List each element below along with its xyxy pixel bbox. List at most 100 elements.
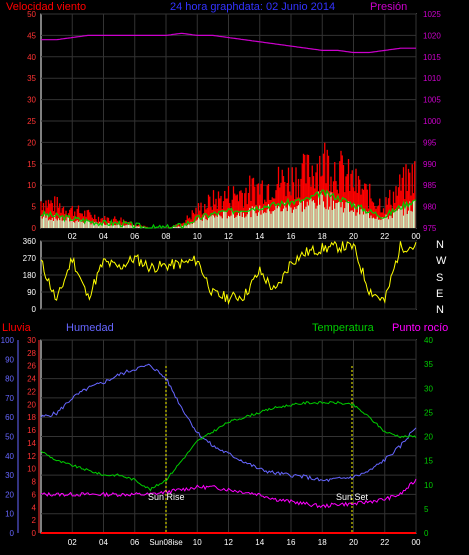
panel1-right-tick: 1005 — [423, 96, 441, 105]
panel3-rain-tick: 16 — [27, 426, 36, 435]
panel1-right-tick: 1020 — [423, 31, 441, 40]
panel1-right-tick: 985 — [423, 181, 437, 190]
panel3-x-tick: 22 — [380, 538, 389, 547]
panel3-x-tick: 18 — [318, 538, 327, 547]
panel2-left-tick: 180 — [23, 271, 37, 280]
panel3-temp-tick: 15 — [424, 457, 433, 466]
panel1-x-tick: 10 — [193, 232, 202, 241]
dewpoint-label: Punto rocío — [392, 322, 448, 334]
panel1-left-tick: 5 — [32, 203, 37, 212]
panel1-right-tick: 1000 — [423, 117, 441, 126]
panel1-right-tick: 990 — [423, 160, 437, 169]
panel2-left-tick: 0 — [32, 305, 37, 314]
panel1-left-tick: 45 — [27, 31, 36, 40]
panel3-humidity-tick: 30 — [5, 471, 14, 480]
panel3-rain-tick: 22 — [27, 387, 36, 396]
panel3-rain-tick: 4 — [32, 503, 37, 512]
compass-n-bottom: N — [436, 304, 444, 316]
panel1-grid — [41, 13, 417, 229]
panel1-left-tick: 40 — [27, 53, 36, 62]
sunrise-label: Sun Rise — [148, 492, 185, 502]
panel3-rain-tick: 24 — [27, 375, 36, 384]
temperature-line — [40, 400, 417, 492]
panel1-left-tick: 30 — [27, 96, 36, 105]
panel3-humidity-tick: 90 — [5, 355, 14, 364]
panel3-humidity-tick: 0 — [10, 529, 15, 538]
panel3-x-tick: 02 — [68, 538, 77, 547]
panel1-marks — [40, 32, 417, 230]
panel2-grid — [41, 240, 417, 310]
panel3-rain-tick: 8 — [32, 478, 37, 487]
compass-e: E — [436, 288, 443, 300]
panel2-marks — [40, 240, 417, 306]
pressure-line — [41, 32, 416, 54]
panel1-x-tick: 16 — [287, 232, 296, 241]
panel1-right-tick: 980 — [423, 203, 437, 212]
panel3-rain-tick: 18 — [27, 413, 36, 422]
panel1-left-tick: 25 — [27, 117, 36, 126]
panel3-x-tick: 14 — [255, 538, 264, 547]
compass-w: W — [436, 255, 447, 267]
panel1-x-tick: 20 — [349, 232, 358, 241]
temperature-label: Temperatura — [312, 322, 375, 334]
panel3-rain-tick: 14 — [27, 439, 36, 448]
panel1-x-tick: 14 — [255, 232, 264, 241]
panel1-x-tick: 00 — [412, 232, 421, 241]
panel1-right-tick: 1010 — [423, 74, 441, 83]
panel3-rain-tick: 20 — [27, 400, 36, 409]
panel3-rain-tick: 0 — [32, 529, 37, 538]
panel3-humidity-tick: 40 — [5, 452, 14, 461]
panel3-rain-tick: 2 — [32, 516, 37, 525]
panel2-left-tick: 270 — [23, 254, 37, 263]
sunset-label: Sun Set — [336, 492, 369, 502]
panel3-humidity-tick: 50 — [5, 433, 14, 442]
panel2-left-tick: 360 — [23, 237, 37, 246]
panel1-right-tick: 995 — [423, 138, 437, 147]
panel3-rain-tick: 6 — [32, 490, 37, 499]
panel3-humidity-tick: 20 — [5, 490, 14, 499]
panel3-temp-tick: 5 — [424, 505, 429, 514]
panel3-rain-tick: 12 — [27, 452, 36, 461]
rain-label: Lluvia — [2, 322, 32, 334]
compass-n-top: N — [436, 239, 444, 251]
panel1-x-tick: 12 — [224, 232, 233, 241]
humidity-label: Humedad — [66, 322, 114, 334]
panel1-left-tick: 20 — [27, 138, 36, 147]
wind-direction-line — [40, 240, 417, 306]
panel1-left-tick: 15 — [27, 160, 36, 169]
wind-average-line — [40, 189, 417, 230]
panel3-x-tick: 20 — [349, 538, 358, 547]
panel1-right-tick: 975 — [423, 224, 437, 233]
panel3-x-tick: 06 — [130, 538, 139, 547]
panel1-right-tick: 1015 — [423, 53, 441, 62]
pressure-label: Presión — [370, 1, 407, 13]
panel3-humidity-tick: 100 — [1, 336, 15, 345]
panel3-rain-tick: 30 — [27, 336, 36, 345]
panel3-x-tick: 04 — [99, 538, 108, 547]
panel3-x-tick: Sun08ise — [149, 538, 183, 547]
panel3-temp-tick: 30 — [424, 384, 433, 393]
panel3-temp-tick: 35 — [424, 360, 433, 369]
panel3-rain-tick: 10 — [27, 465, 36, 474]
panel1-left-tick: 0 — [32, 224, 37, 233]
humidity-line — [40, 363, 417, 483]
panel3-humidity-tick: 70 — [5, 394, 14, 403]
axis-ticks: 0510152025303540455097598098599099510001… — [1, 10, 442, 547]
panel3-x-tick: 12 — [224, 538, 233, 547]
panel1-x-tick: 22 — [380, 232, 389, 241]
panel3-temp-tick: 10 — [424, 481, 433, 490]
panel1-right-tick: 1025 — [423, 10, 441, 19]
panel1-left-tick: 50 — [27, 10, 36, 19]
panel2-left-tick: 90 — [27, 288, 36, 297]
panel3-marks — [40, 363, 417, 534]
panel3-humidity-tick: 80 — [5, 375, 14, 384]
graph-title: 24 hora graphdata: 02 Junio 2014 — [170, 1, 335, 13]
dewpoint-line — [40, 478, 417, 509]
panel3-temp-tick: 0 — [424, 529, 429, 538]
panel3-temp-tick: 25 — [424, 408, 433, 417]
panel3-temp-tick: 20 — [424, 433, 433, 442]
panel1-x-tick: 18 — [318, 232, 327, 241]
panel3-x-tick: 00 — [412, 538, 421, 547]
